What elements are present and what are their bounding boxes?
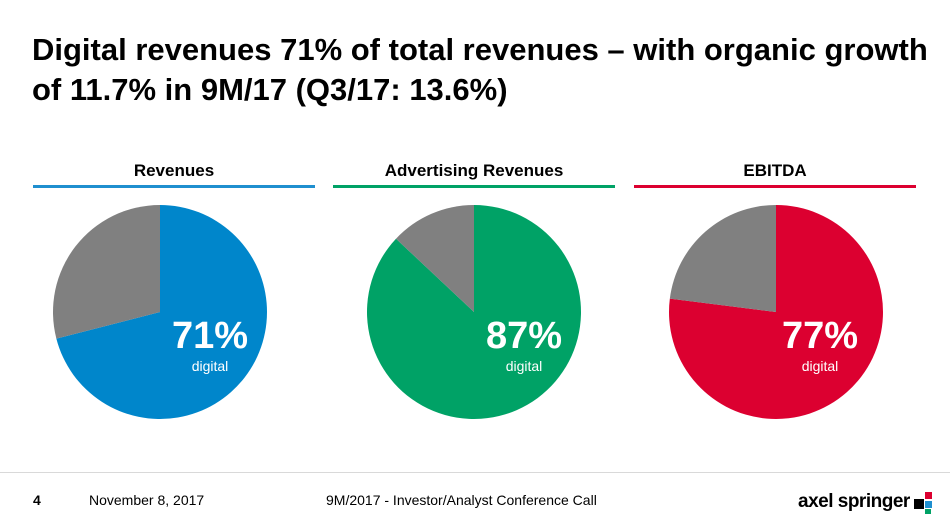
chart-title: Revenues (133, 161, 215, 180)
pie-category-label: digital (505, 358, 543, 374)
footer-date: November 8, 2017 (89, 492, 205, 508)
chart-title-rule (33, 185, 315, 188)
chart-title-rule (634, 185, 916, 188)
pie-value-label: 87% (485, 315, 563, 357)
chart-title: EBITDA (743, 161, 807, 180)
chart-title-rule (333, 185, 615, 188)
pie-slice-digital (56, 205, 267, 419)
page-number: 4 (33, 492, 41, 508)
company-logo: axel springer (798, 488, 936, 516)
pie-category-label: digital (191, 358, 229, 374)
pie-slice-other (396, 205, 474, 312)
chart-title: Advertising Revenues (384, 161, 564, 180)
pie-slice-other (669, 205, 776, 312)
pie-charts (52, 205, 884, 419)
logo-mark-icon (913, 490, 936, 514)
pie-value-label: 71% (171, 315, 249, 357)
page-title: Digital revenues 71% of total revenues –… (32, 32, 928, 107)
chart-advertising-revenues: Advertising Revenues (333, 160, 615, 188)
footer-event: 9M/2017 - Investor/Analyst Conference Ca… (326, 492, 597, 508)
logo-text: axel springer (798, 491, 910, 512)
chart-ebitda: EBITDA (634, 160, 916, 188)
pie-category-label: digital (801, 358, 839, 374)
pie-value-label: 77% (781, 315, 859, 357)
footer-divider (0, 472, 950, 473)
pie-slice-other (52, 205, 160, 339)
chart-revenues: Revenues (33, 160, 315, 188)
